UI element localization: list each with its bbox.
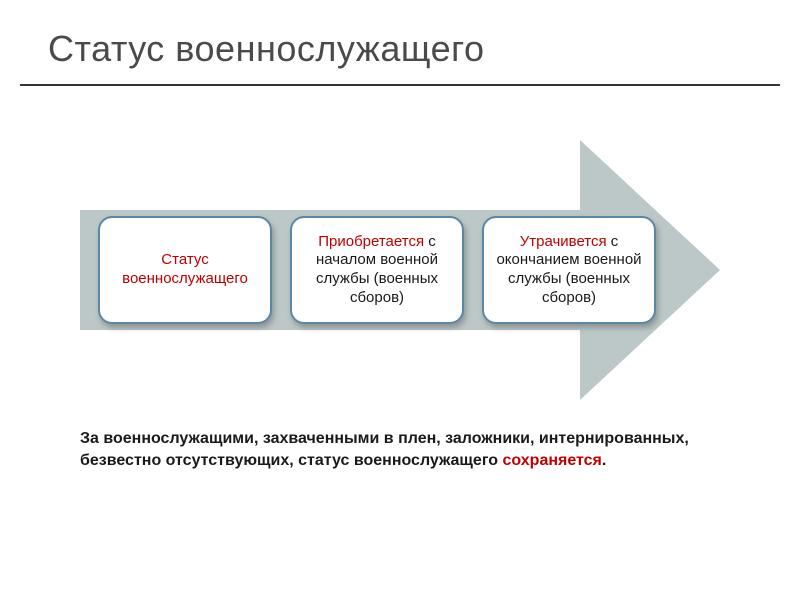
footnote-highlight: сохраняется [503, 452, 602, 469]
arrow-diagram: Статус военнослужащего Приобретается с н… [80, 140, 720, 400]
boxes-row: Статус военнослужащего Приобретается с н… [98, 216, 658, 324]
title-rule [20, 84, 780, 86]
title-area: Статус военнослужащего [0, 0, 800, 78]
box-status: Статус военнослужащего [98, 216, 272, 324]
footnote: За военнослужащими, захваченными в плен,… [80, 428, 700, 471]
box-status-lead: Статус военнослужащего [122, 251, 248, 287]
box-lost-lead: Утрачивется [520, 233, 607, 250]
box-acquired: Приобретается с началом военной службы (… [290, 216, 464, 324]
footnote-after: . [602, 452, 606, 469]
box-lost: Утрачивется с окончанием военной службы … [482, 216, 656, 324]
page-title: Статус военнослужащего [48, 28, 800, 70]
box-acquired-lead: Приобретается [318, 233, 424, 250]
